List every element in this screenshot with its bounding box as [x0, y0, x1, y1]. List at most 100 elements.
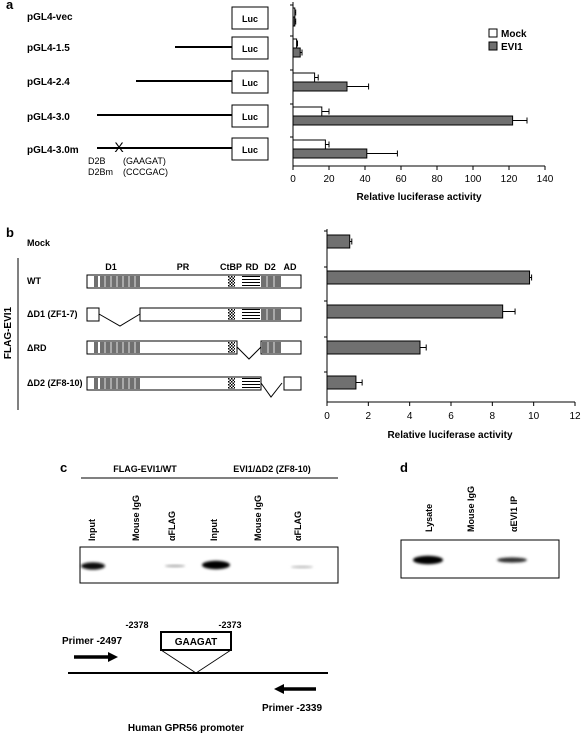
svg-text:Luc: Luc [242, 145, 258, 155]
site-start-label: -2378 [125, 620, 148, 630]
site-end-label: -2373 [218, 620, 241, 630]
domain-label-d2: D2 [264, 262, 276, 272]
domain-label-ad: AD [284, 262, 297, 272]
mutation-mark: X [114, 139, 124, 155]
luc-box: Luc [231, 36, 269, 60]
x-tick-label: 4 [407, 411, 413, 422]
luc-box: Luc [231, 137, 269, 161]
x-tick-label: 20 [323, 174, 335, 185]
x-axis-label: Relative luciferase activity [387, 430, 513, 441]
bar [326, 270, 531, 285]
gel-band [291, 565, 313, 569]
x-tick-label: 8 [490, 411, 496, 422]
x-tick-label: 40 [359, 174, 371, 185]
row-label: ΔD2 (ZF8-10) [27, 378, 82, 388]
bar [326, 234, 351, 249]
chart-a: 0 20 40 60 80 100 120 140 Relative luciferase a… [290, 2, 554, 203]
bar [326, 375, 357, 390]
bar-evi1 [292, 81, 348, 92]
gel-band [413, 555, 443, 565]
row-label: Mock [27, 238, 51, 248]
construct-label: pGL4-vec [27, 12, 73, 23]
promoter-label: Human GPR56 promoter [128, 723, 244, 734]
lane-label: Input [87, 519, 97, 541]
gel-band [497, 557, 527, 563]
legend-label-evi1: EVI1 [501, 42, 523, 53]
x-tick-label: 12 [569, 411, 581, 422]
domain-label-ctbp: CtBP [220, 262, 242, 272]
x-tick-label: 120 [501, 174, 518, 185]
lane-label: αFLAG [293, 511, 303, 541]
legend: Mock EVI1 [488, 28, 527, 53]
protein-diagram-delta-d1 [86, 307, 302, 327]
luc-box: Luc [231, 104, 269, 128]
panel-c-label: c [60, 460, 67, 475]
gel-image [400, 539, 560, 579]
bar [326, 304, 504, 319]
x-tick-label: 140 [537, 174, 554, 185]
bar-mock [292, 72, 316, 83]
x-tick-label: 80 [431, 174, 443, 185]
lane-label: αFLAG [167, 511, 177, 541]
svg-text:Luc: Luc [242, 112, 258, 122]
legend-swatch-mock [488, 28, 498, 38]
svg-text:Luc: Luc [242, 14, 258, 24]
lane-label: Mouse IgG [466, 486, 476, 532]
binding-site-box [160, 631, 232, 651]
x-tick-label: 2 [366, 411, 372, 422]
protein-diagram-wt [86, 274, 302, 289]
bar-mock [292, 139, 326, 150]
domain-label-d1: D1 [105, 262, 117, 272]
x-tick-label: 0 [324, 411, 330, 422]
domain-label-rd: RD [246, 262, 259, 272]
construct-label: pGL4-3.0 [27, 112, 70, 123]
group-label: FLAG-EVI1 [3, 306, 14, 359]
group-label-delta-d2: EVI1/ΔD2 (ZF8-10) [233, 464, 311, 474]
svg-text:Luc: Luc [242, 78, 258, 88]
gel-band [165, 564, 185, 568]
x-axis-label: Relative luciferase activity [356, 192, 482, 203]
site-mut-seq: (CCCGAC) [123, 167, 168, 177]
construct-label: pGL4-2.4 [27, 77, 70, 88]
panel-d: d Lysate Mouse IgG αEVI1 IP [400, 460, 560, 579]
site-mut-label: D2Bm [88, 167, 113, 177]
legend-label-mock: Mock [501, 29, 527, 40]
x-tick-label: 6 [448, 411, 454, 422]
luc-box: Luc [231, 70, 269, 94]
row-label: ΔRD [27, 343, 47, 353]
group-label-wt: FLAG-EVI1/WT [113, 464, 177, 474]
primer-forward-label: Primer -2497 [62, 636, 122, 647]
panel-b-label: b [6, 225, 14, 240]
gel-band [81, 562, 105, 570]
bar-evi1 [292, 115, 514, 126]
x-tick-label: 60 [395, 174, 407, 185]
binding-site-seq: GAAGAT [175, 637, 218, 648]
construct-label: pGL4-1.5 [27, 43, 70, 54]
bar-mock [292, 7, 296, 18]
chart-b: 0 2 4 6 8 10 12 Relative luciferase activity [324, 229, 581, 441]
bar [326, 340, 421, 355]
lane-label: Mouse IgG [253, 495, 263, 541]
lane-label: Lysate [424, 504, 434, 532]
x-tick-label: 0 [290, 174, 296, 185]
protein-diagram-delta-d2 [86, 376, 302, 398]
panel-c: c FLAG-EVI1/WT EVI1/ΔD2 (ZF8-10) Input M… [60, 460, 339, 734]
luc-box: Luc [231, 6, 269, 30]
construct-label: pGL4-3.0m [27, 145, 79, 156]
x-tick-label: 10 [528, 411, 540, 422]
panel-a-label: a [6, 0, 14, 12]
gel-band [202, 560, 230, 570]
primer-reverse-label: Primer -2339 [262, 703, 322, 714]
panel-d-label: d [400, 460, 408, 475]
site-wt-label: D2B [88, 156, 106, 166]
lane-label: αEVI1 IP [509, 496, 519, 532]
bar-evi1 [292, 47, 301, 58]
panel-b: b Mock FLAG-EVI1 WT ΔD1 (ZF1-7) ΔRD ΔD2 … [3, 225, 581, 441]
bar-mock [292, 106, 323, 117]
promoter-diagram: -2378 -2373 GAAGAT Primer -2497 Primer -… [62, 620, 328, 734]
legend-swatch-evi1 [488, 41, 498, 51]
gel-image [79, 546, 339, 584]
lane-label: Input [209, 519, 219, 541]
panel-a: a pGL4-vec pGL4-1.5 pGL4-2.4 pGL4-3.0 pG… [6, 0, 554, 203]
